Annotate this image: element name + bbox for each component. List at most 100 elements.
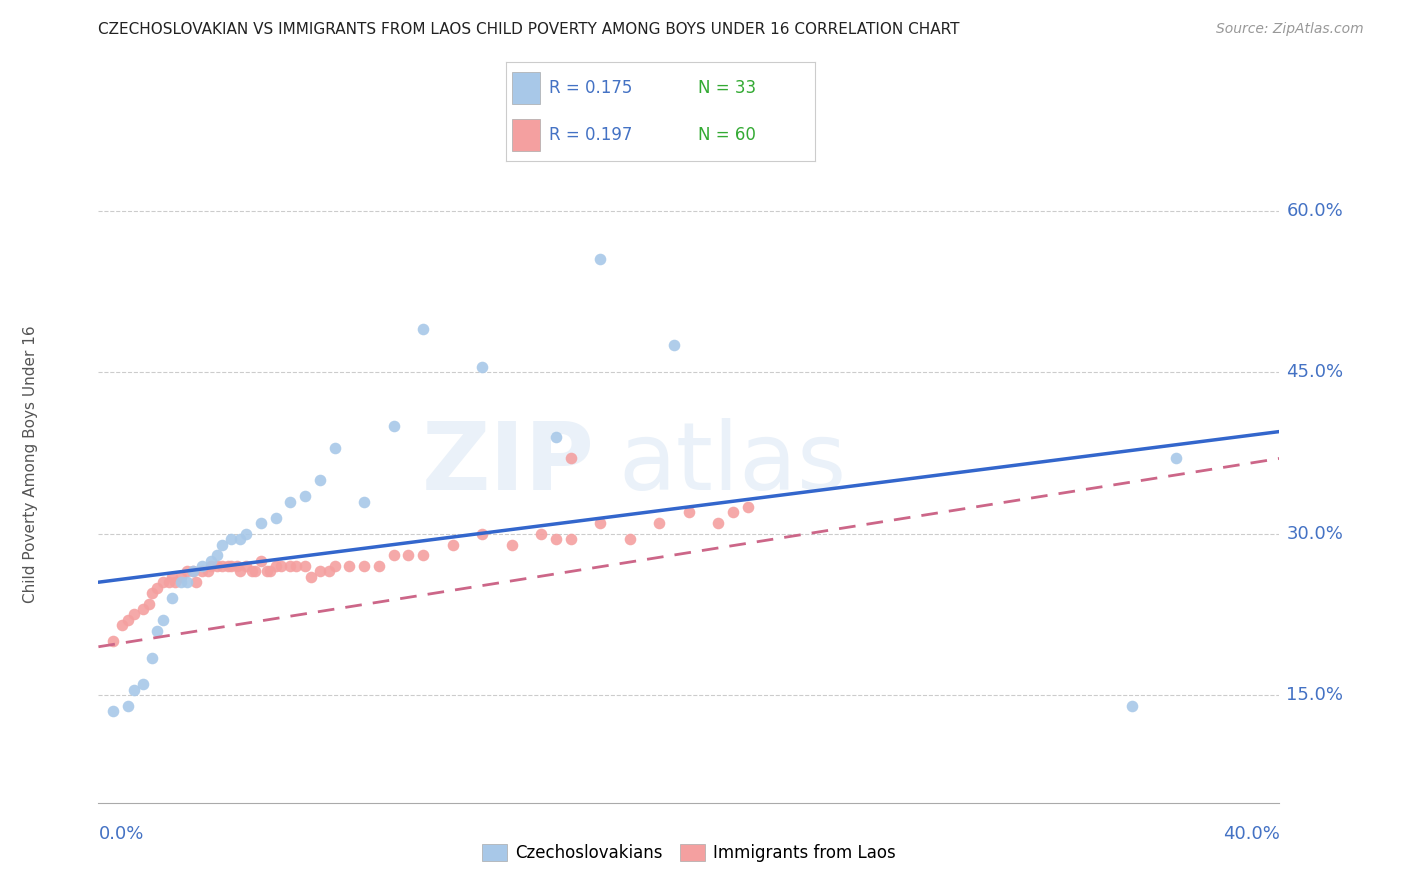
Point <box>471 359 494 374</box>
Point <box>132 602 155 616</box>
Point <box>243 565 266 579</box>
Point <box>184 575 207 590</box>
Point <box>412 549 434 563</box>
Point <box>146 624 169 638</box>
Point <box>200 559 222 574</box>
Point <box>157 575 180 590</box>
Point <box>250 516 273 530</box>
Point <box>678 505 700 519</box>
Point <box>1121 698 1143 713</box>
Point <box>226 559 249 574</box>
Point <box>250 554 273 568</box>
Text: 45.0%: 45.0% <box>1286 363 1344 382</box>
Bar <box>512 120 540 151</box>
Point <box>664 338 686 352</box>
Point <box>176 565 198 579</box>
Point <box>205 559 228 574</box>
Point <box>619 532 641 546</box>
Text: 30.0%: 30.0% <box>1286 524 1343 543</box>
Point <box>176 575 198 590</box>
Point <box>721 505 744 519</box>
Point <box>240 565 263 579</box>
Point <box>589 252 612 267</box>
Text: Source: ZipAtlas.com: Source: ZipAtlas.com <box>1216 22 1364 37</box>
Point <box>309 473 332 487</box>
Point <box>146 581 169 595</box>
Point <box>544 430 567 444</box>
Point <box>138 597 160 611</box>
Point <box>162 570 183 584</box>
Point <box>353 559 375 574</box>
Point <box>235 559 257 574</box>
Point <box>217 559 239 574</box>
Point <box>259 565 281 579</box>
Point <box>235 526 257 541</box>
Text: N = 33: N = 33 <box>697 79 756 97</box>
Point <box>117 613 139 627</box>
Point <box>264 510 287 524</box>
Text: R = 0.197: R = 0.197 <box>550 126 633 144</box>
Point <box>191 559 214 574</box>
Point <box>353 494 375 508</box>
Point <box>132 677 155 691</box>
Point <box>181 565 204 579</box>
Text: R = 0.175: R = 0.175 <box>550 79 633 97</box>
Text: Child Poverty Among Boys Under 16: Child Poverty Among Boys Under 16 <box>24 325 38 603</box>
Point <box>368 559 391 574</box>
Point <box>323 559 346 574</box>
Point <box>152 575 174 590</box>
Text: 15.0%: 15.0% <box>1286 686 1344 704</box>
Point <box>122 607 145 622</box>
Point <box>441 537 464 551</box>
Text: 60.0%: 60.0% <box>1286 202 1343 220</box>
Point <box>471 526 494 541</box>
Point <box>170 570 193 584</box>
Point <box>309 565 332 579</box>
Point <box>141 586 163 600</box>
Text: 0.0%: 0.0% <box>98 825 143 843</box>
Point <box>1164 451 1187 466</box>
Point <box>191 565 214 579</box>
Point <box>560 451 582 466</box>
Point <box>152 613 174 627</box>
Point <box>211 559 233 574</box>
Point <box>270 559 292 574</box>
Point <box>141 650 163 665</box>
Point <box>294 559 316 574</box>
Bar <box>512 72 540 103</box>
Legend: Czechoslovakians, Immigrants from Laos: Czechoslovakians, Immigrants from Laos <box>475 838 903 869</box>
Text: CZECHOSLOVAKIAN VS IMMIGRANTS FROM LAOS CHILD POVERTY AMONG BOYS UNDER 16 CORREL: CZECHOSLOVAKIAN VS IMMIGRANTS FROM LAOS … <box>98 22 960 37</box>
Point <box>530 526 553 541</box>
Point <box>256 565 278 579</box>
Point <box>648 516 671 530</box>
Point <box>544 532 567 546</box>
Point <box>285 559 308 574</box>
Point <box>278 559 302 574</box>
Point <box>501 537 523 551</box>
Point <box>200 554 222 568</box>
Text: 40.0%: 40.0% <box>1223 825 1279 843</box>
Point <box>396 549 419 563</box>
Point <box>299 570 322 584</box>
Point <box>219 532 242 546</box>
Point <box>117 698 139 713</box>
Point <box>264 559 287 574</box>
Point <box>337 559 360 574</box>
Point <box>170 575 193 590</box>
Text: atlas: atlas <box>619 417 846 510</box>
Point <box>211 537 233 551</box>
Point <box>382 549 405 563</box>
Point <box>111 618 134 632</box>
Point <box>205 549 228 563</box>
Point <box>412 322 434 336</box>
Text: N = 60: N = 60 <box>697 126 756 144</box>
Point <box>229 532 252 546</box>
Point <box>165 575 187 590</box>
Point <box>229 565 252 579</box>
Text: ZIP: ZIP <box>422 417 595 510</box>
Point <box>197 565 219 579</box>
Point <box>737 500 759 514</box>
Point <box>589 516 612 530</box>
Point <box>707 516 730 530</box>
Point <box>103 704 125 718</box>
